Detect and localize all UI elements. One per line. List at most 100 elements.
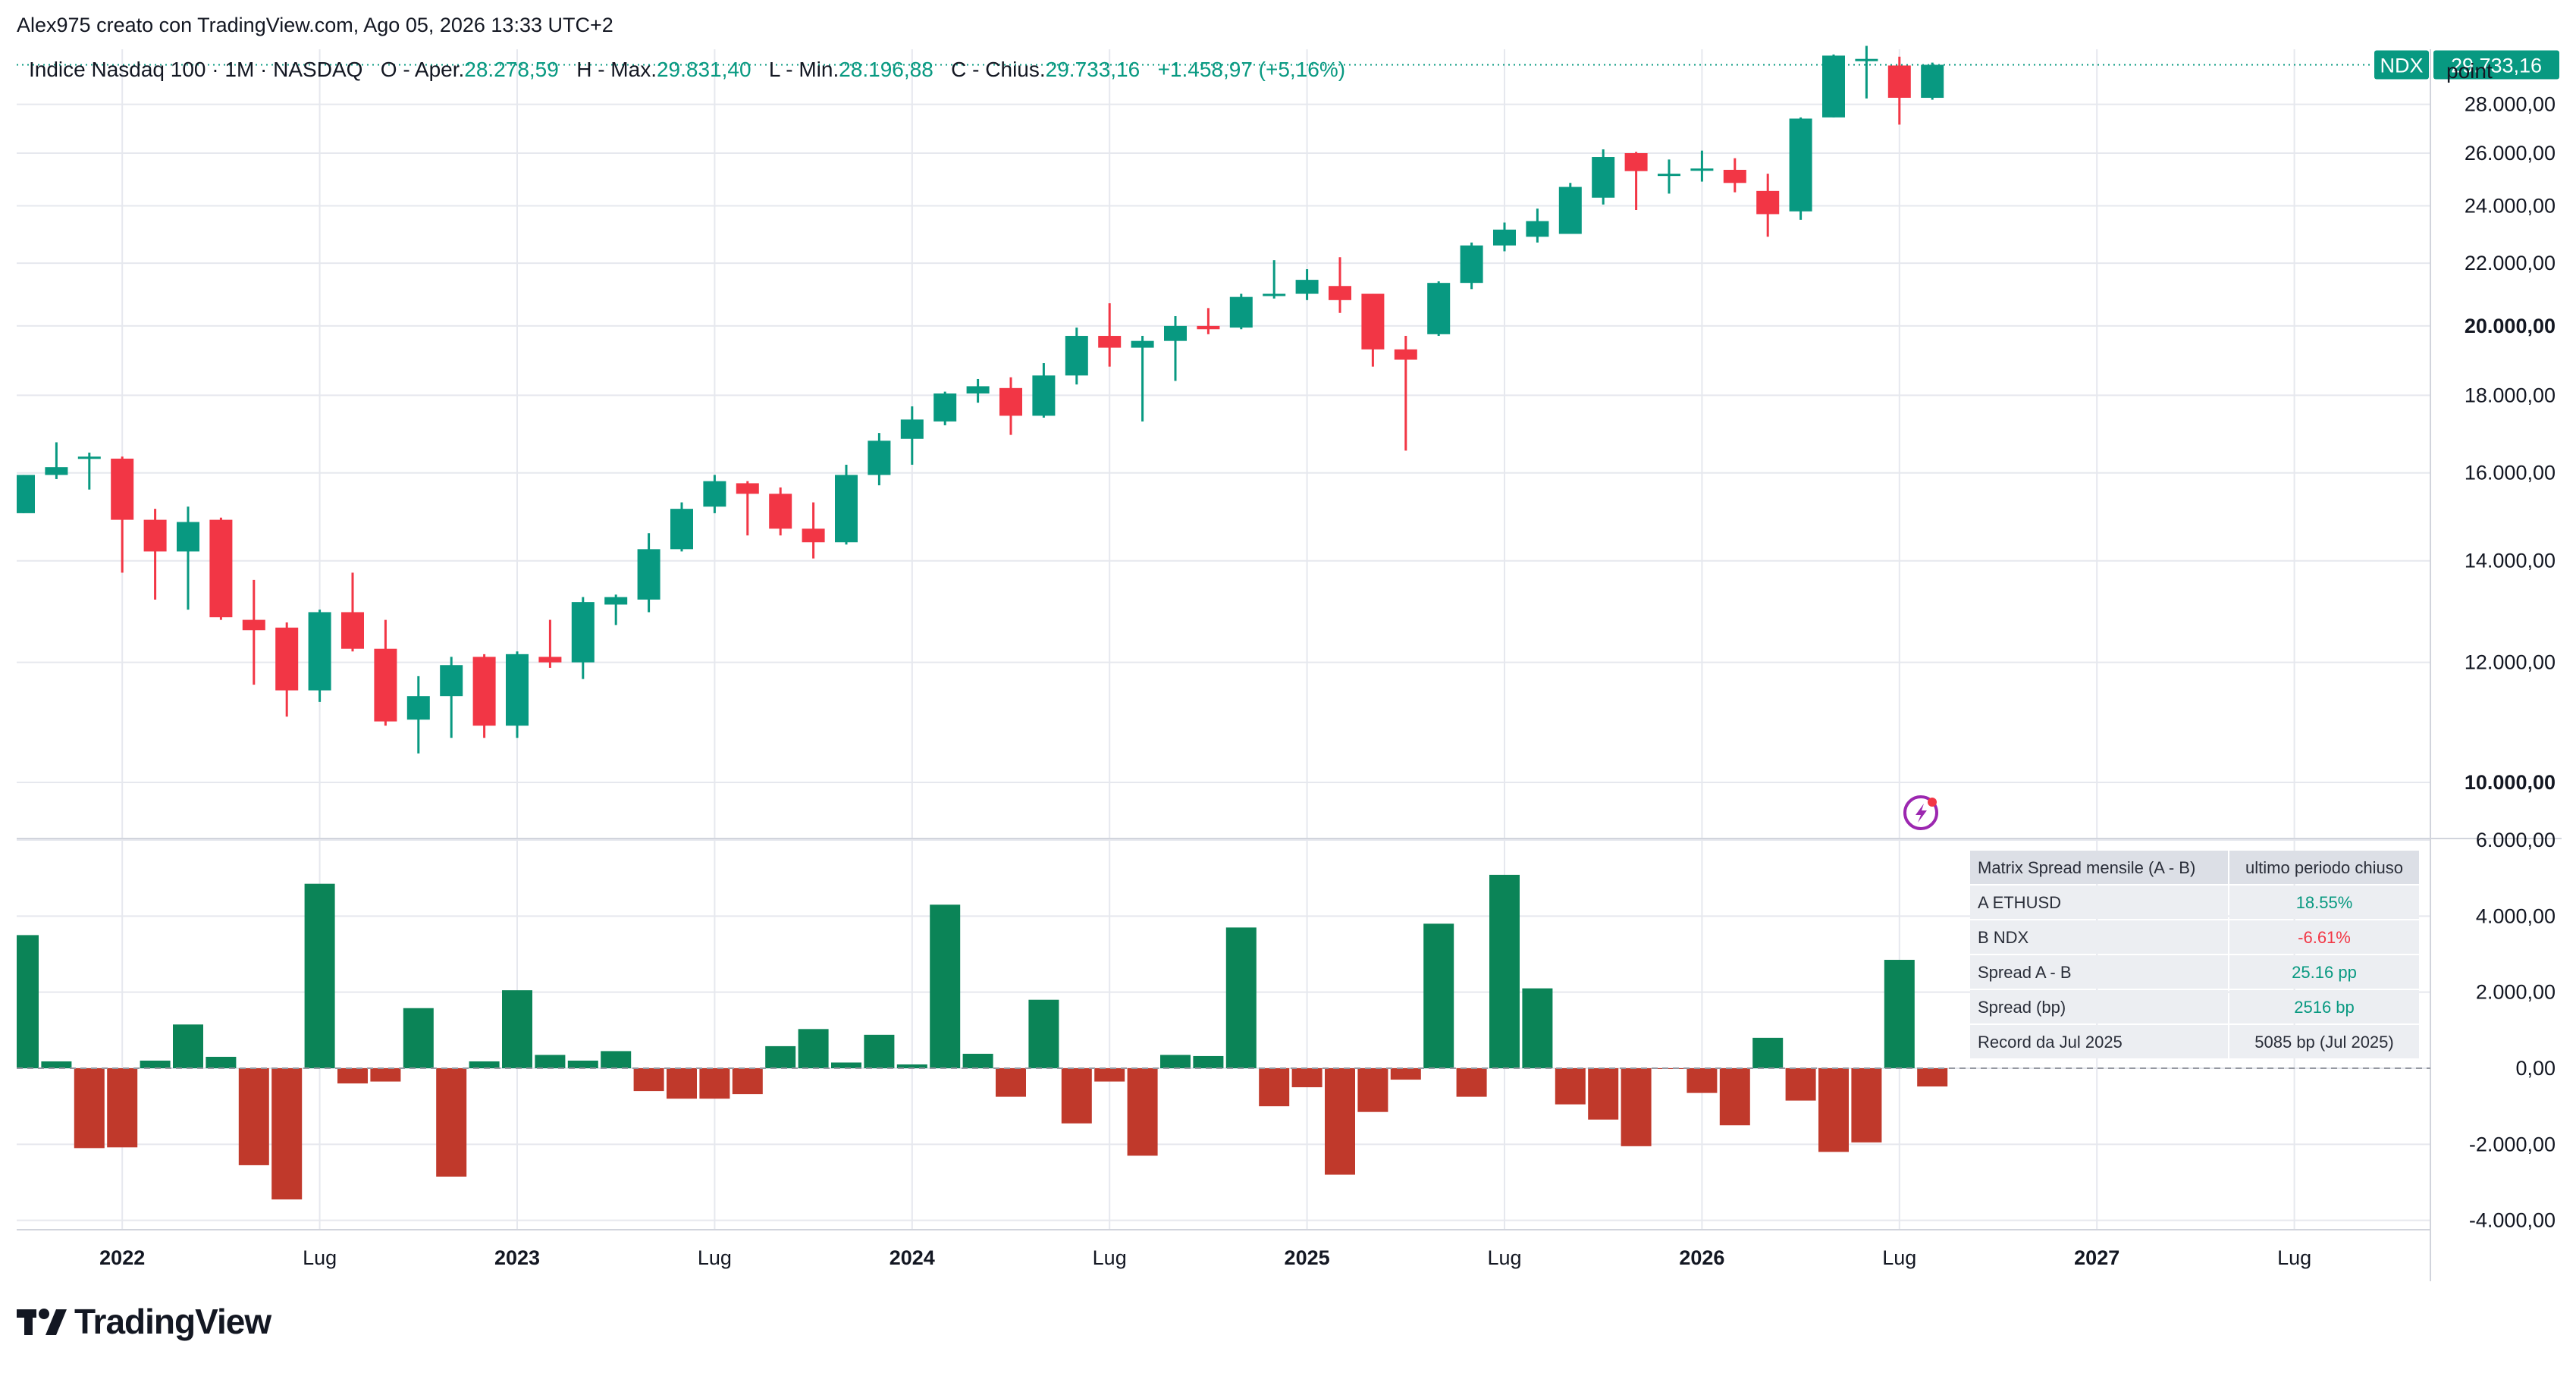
spread-bar <box>1785 1068 1816 1101</box>
high-prefix: - Max. <box>598 58 657 81</box>
spread-bar <box>74 1068 105 1149</box>
tradingview-logo[interactable]: TradingView <box>17 1301 271 1342</box>
price-tick-label: 22.000,00 <box>2465 252 2556 274</box>
table-cell <box>2229 990 2419 1023</box>
price-scale-unit[interactable]: point <box>2446 59 2493 83</box>
spread-bar <box>370 1068 401 1082</box>
table-cell <box>1970 920 2228 954</box>
spread-bar <box>667 1068 697 1099</box>
candle-body <box>308 612 331 691</box>
spread-bar <box>1259 1068 1290 1107</box>
candle-body <box>1592 157 1615 198</box>
spread-bar <box>238 1068 269 1165</box>
candle-body <box>77 456 101 459</box>
spread-bar <box>1719 1068 1750 1126</box>
low-label: L <box>768 58 780 81</box>
spread-bar <box>831 1062 861 1068</box>
table-row-label: Record da Jul 2025 <box>1978 1033 2123 1052</box>
table-row-value: 2516 bp <box>2294 998 2355 1017</box>
candle-body <box>440 665 463 697</box>
candle-body <box>472 657 496 726</box>
last-price-badge-value: 29.733,16 <box>2451 54 2542 77</box>
spread-bar <box>996 1068 1026 1097</box>
table-row-label: Spread (bp) <box>1978 998 2066 1017</box>
candle-body <box>1460 245 1483 284</box>
time-tick-label: Lug <box>1093 1246 1127 1269</box>
spread-bar <box>1061 1068 1092 1124</box>
time-tick-label: 2025 <box>1285 1246 1330 1269</box>
time-tick-label: Lug <box>698 1246 732 1269</box>
attribution-text: Alex975 creato con TradingView.com, Ago … <box>17 14 613 36</box>
candle-body <box>1855 58 1878 61</box>
last-price-line: NDX 29.733,16 <box>17 50 2559 80</box>
spread-tick-label: 2.000,00 <box>2476 981 2556 1004</box>
candle-body <box>900 419 924 439</box>
high-value: 29.831,40 <box>656 58 751 81</box>
spread-bar <box>1654 1068 1684 1070</box>
candle-body <box>1526 221 1549 237</box>
spread-tick-label: 4.000,00 <box>2476 904 2556 927</box>
candle-body <box>1263 293 1286 296</box>
spread-bar <box>1127 1068 1158 1156</box>
candle-body <box>1887 65 1911 98</box>
candle-body <box>604 597 628 605</box>
price-tick-label: 28.000,00 <box>2465 93 2556 116</box>
spread-bar <box>1357 1068 1388 1112</box>
price-tick-label: 26.000,00 <box>2465 142 2556 165</box>
candle-body <box>802 528 825 543</box>
spread-bar <box>1818 1068 1849 1152</box>
candle-body <box>177 522 199 552</box>
spread-tick-label: 0,00 <box>2515 1057 2556 1080</box>
candle-body <box>1065 336 1088 376</box>
table-cell <box>2229 1025 2419 1058</box>
candle-body <box>1558 187 1582 234</box>
candle-body <box>769 494 792 529</box>
candle-body <box>341 612 364 649</box>
price-tick-label: 24.000,00 <box>2465 195 2556 218</box>
spread-bar <box>732 1068 763 1095</box>
spread-bar <box>962 1053 993 1068</box>
symbol-legend: Indice Nasdaq 100 · 1M · NASDAQ O - Aper… <box>29 58 1345 82</box>
spread-bar <box>1555 1068 1586 1105</box>
open-prefix: - Aper. <box>403 58 465 81</box>
candle-body <box>1493 229 1516 246</box>
spread-bar <box>1588 1068 1619 1120</box>
candle-body <box>736 483 759 494</box>
spread-tick-label: -4.000,00 <box>2469 1209 2556 1232</box>
spread-bar <box>1291 1068 1323 1088</box>
low-prefix: - Min. <box>786 58 839 81</box>
spread-bar <box>1225 927 1257 1068</box>
candle-body <box>538 657 562 663</box>
spread-bar <box>107 1068 138 1148</box>
spread-bar <box>1456 1068 1487 1097</box>
spread-bar <box>1390 1068 1421 1080</box>
spread-bar <box>140 1060 171 1068</box>
close-value: 29.733,16 <box>1045 58 1141 81</box>
time-tick-label: Lug <box>303 1246 337 1269</box>
spread-bar <box>1917 1068 1948 1087</box>
spread-table: Matrix Spread mensile (A - B) ultimo peri… <box>1970 851 2419 1058</box>
symbol-name[interactable]: Indice Nasdaq 100 · 1M · NASDAQ <box>29 58 363 81</box>
spread-bar <box>1752 1037 1784 1068</box>
table-row-value: 5085 bp (Jul 2025) <box>2254 1033 2393 1052</box>
tradingview-logo-icon <box>17 1309 67 1335</box>
spread-bar <box>1325 1068 1355 1175</box>
candle-body <box>670 509 693 550</box>
price-tick-label: 14.000,00 <box>2465 550 2556 572</box>
table-row-label: A ETHUSD <box>1978 893 2061 912</box>
candle-body <box>506 654 529 726</box>
candle-body <box>999 387 1022 416</box>
spread-histogram <box>17 874 1948 1200</box>
price-candles <box>17 45 1944 754</box>
candle-body <box>406 696 430 720</box>
grid-lines <box>17 49 2430 1230</box>
spread-bar <box>1522 988 1553 1068</box>
candle-body <box>374 648 397 722</box>
spread-bar <box>567 1060 598 1068</box>
candle-body <box>1131 340 1154 348</box>
time-tick-label: Lug <box>1882 1246 1916 1269</box>
candle-body <box>1197 325 1220 330</box>
lightning-icon[interactable] <box>1903 795 1938 830</box>
table-row-label: B NDX <box>1978 928 2029 947</box>
candle-body <box>1394 349 1417 360</box>
